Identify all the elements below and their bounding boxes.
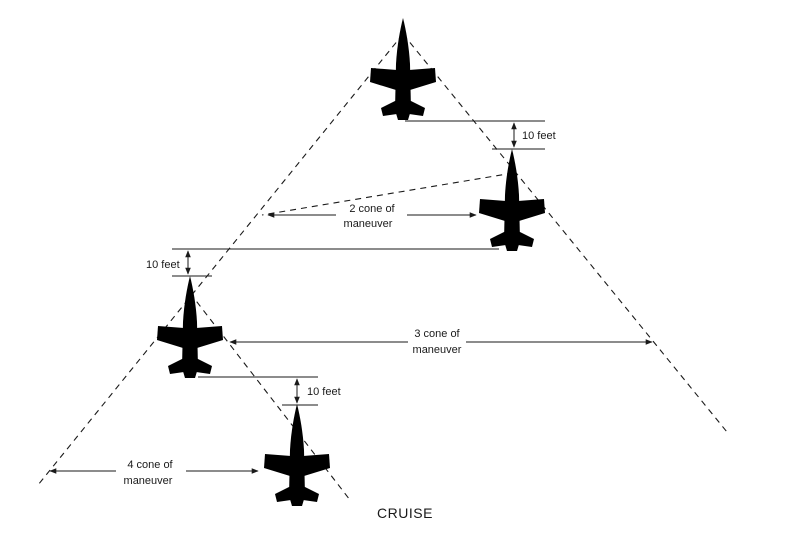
aircraft-2-icon	[477, 149, 547, 251]
cone4-label-line2: maneuver	[124, 475, 173, 487]
cone4-label-line1: 4 cone of	[127, 459, 173, 471]
cone2-label-line2: maneuver	[344, 218, 393, 230]
sep1-label: 10 feet	[522, 130, 556, 142]
sep3-label: 10 feet	[307, 386, 341, 398]
aircraft-4-icon	[262, 404, 332, 506]
lead-cone-left-edge	[37, 33, 404, 486]
diagram-title: CRUISE	[377, 505, 433, 521]
wingman-cone-left-edge	[261, 172, 514, 216]
lead-cone-right-edge	[402, 33, 728, 433]
cone3-label-line2: maneuver	[413, 344, 462, 356]
cone3-label-line1: 3 cone of	[414, 328, 460, 340]
cone2-label-line1: 2 cone of	[349, 203, 395, 215]
sep2-label: 10 feet	[146, 259, 180, 271]
aircraft-3-icon	[155, 276, 225, 378]
lead-aircraft-icon	[368, 18, 438, 120]
